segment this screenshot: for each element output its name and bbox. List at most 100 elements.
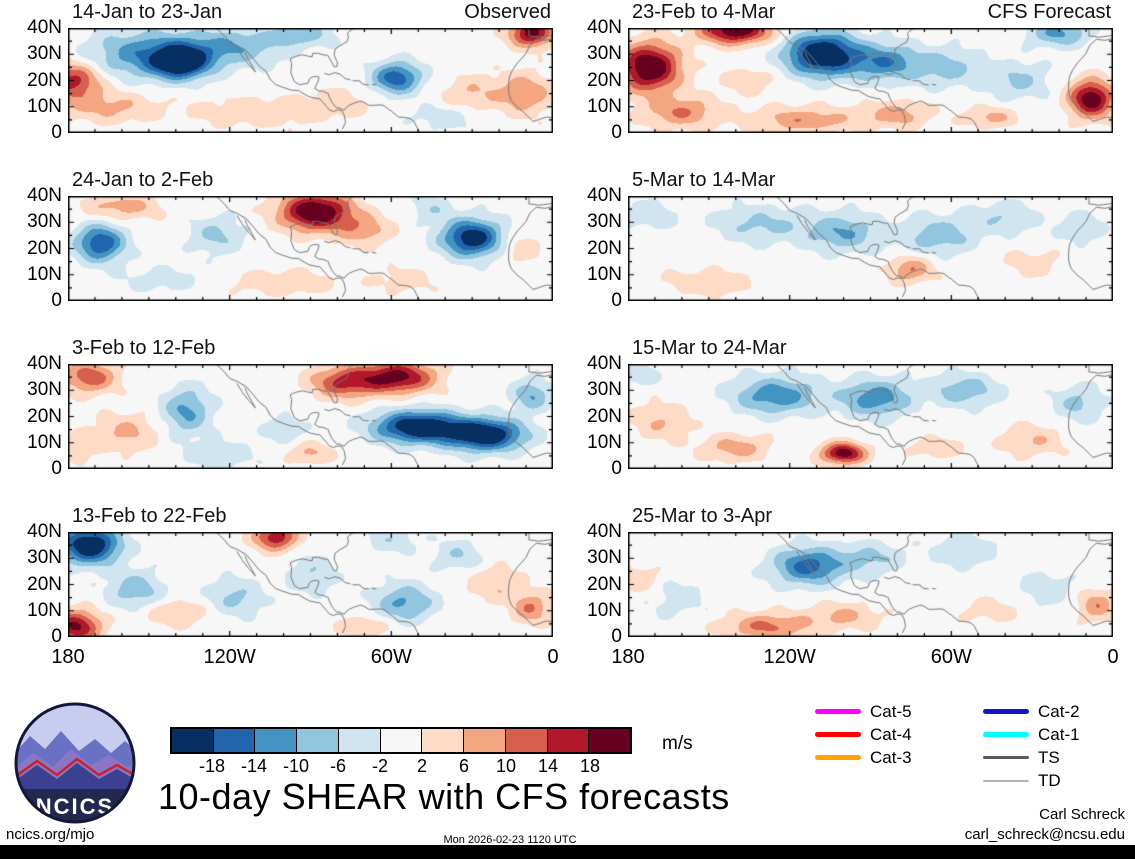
panel-header: 15-Mar to 24-Mar: [632, 337, 1111, 360]
legend-line-swatch: [815, 709, 861, 714]
timestamp: Mon 2026-02-23 1120 UTC: [443, 834, 577, 846]
legend-item: TD: [983, 769, 1080, 792]
y-axis-tick-label: 10N: [587, 599, 622, 621]
colorbar: -18 -14 -10 -6 -2 2 6 10 14 18: [170, 727, 632, 776]
colorbar-tick-label: 10: [495, 756, 517, 776]
y-axis-tick-label: 30N: [587, 43, 622, 65]
y-axis-tick-label: 10N: [587, 431, 622, 453]
y-axis-tick-label: 20N: [587, 69, 622, 91]
y-axis-tick-label: 40N: [587, 17, 622, 38]
y-axis-tick-label: 40N: [587, 353, 622, 374]
y-axis-tick-label: 10N: [27, 431, 62, 453]
map-canvas: [68, 28, 553, 133]
ncics-logo-graphic: NCICS: [14, 702, 136, 824]
legend-item: Cat-3: [815, 746, 912, 769]
x-axis-tick-label: 0: [1107, 646, 1119, 668]
y-axis-tick-label: 20N: [27, 405, 62, 427]
legend-item-label: Cat-2: [1038, 701, 1080, 721]
x-axis-tick-label: 120W: [203, 646, 256, 668]
y-axis-tick-label: 20N: [27, 69, 62, 91]
panel-corner-label: CFS Forecast: [987, 1, 1111, 23]
y-axis-tick-label: 30N: [587, 211, 622, 233]
y-axis-tick-label: 40N: [27, 521, 62, 542]
colorbar-tick-label: -2: [371, 756, 389, 776]
y-axis-tick-label: 30N: [27, 379, 62, 401]
y-axis-tick-label: 30N: [27, 547, 62, 569]
colorbar-cell: [380, 729, 423, 752]
panel-title: 25-Mar to 3-Apr: [632, 505, 773, 527]
y-axis-tick-label: 20N: [587, 573, 622, 595]
legend-line-swatch: [983, 756, 1029, 759]
colorbar-cell: [422, 729, 465, 752]
panel-header: 3-Feb to 12-Feb: [72, 337, 551, 360]
x-axis-tick-label: 180: [611, 646, 645, 668]
legend-line-swatch: [983, 779, 1029, 782]
y-axis-tick-label: 30N: [27, 211, 62, 233]
site-label: ncics.org/mjo: [6, 826, 95, 843]
colorbar-cells: [170, 727, 632, 754]
colorbar-cell: [255, 729, 298, 752]
y-axis-tick-label: 30N: [27, 43, 62, 65]
legend-item: Cat-5: [815, 700, 912, 723]
panel-title: 23-Feb to 4-Mar: [632, 1, 776, 23]
panel-title: 15-Mar to 24-Mar: [632, 337, 787, 359]
colorbar-tick-label: 14: [537, 756, 559, 776]
map-canvas: [628, 364, 1113, 469]
panel-title: 5-Mar to 14-Mar: [632, 169, 776, 191]
legend-item: TS: [983, 746, 1080, 769]
y-axis-tick-label: 10N: [27, 263, 62, 285]
map-canvas: [628, 196, 1113, 301]
y-axis-tick-label: 20N: [587, 405, 622, 427]
legend-line-swatch: [983, 709, 1029, 714]
panel-title: 14-Jan to 23-Jan: [72, 1, 223, 23]
x-axis-tick-label: 60W: [930, 646, 972, 668]
credit-name: Carl Schreck: [1039, 806, 1125, 823]
y-axis-tick-label: 20N: [27, 237, 62, 259]
colorbar-cell: [338, 729, 381, 752]
panel-title: 24-Jan to 2-Feb: [72, 169, 214, 191]
figure-title: 10-day SHEAR with CFS forecasts: [158, 776, 730, 817]
legend-item-label: TD: [1038, 770, 1061, 790]
panel-header: 13-Feb to 22-Feb: [72, 505, 551, 528]
y-axis-tick-label: 0: [611, 626, 622, 647]
colorbar-cell: [172, 729, 214, 752]
colorbar-cell: [589, 729, 631, 752]
legend-item-label: Cat-5: [870, 701, 912, 721]
y-axis-tick-label: 30N: [587, 547, 622, 569]
colorbar-cell: [213, 729, 256, 752]
colorbar-tick-label: -10: [282, 756, 310, 776]
y-axis-tick-label: 0: [51, 458, 62, 479]
colorbar-cell: [464, 729, 506, 752]
legend-item: Cat-1: [983, 723, 1080, 746]
y-axis-tick-label: 0: [51, 626, 62, 647]
y-axis-tick-label: 10N: [587, 95, 622, 117]
colorbar-tick-label: -18: [198, 756, 226, 776]
panel-corner-label: Observed: [464, 1, 551, 23]
colorbar-cell: [547, 729, 590, 752]
y-axis-tick-label: 40N: [587, 185, 622, 206]
bottom-bar: [0, 845, 1135, 859]
x-axis-tick-label: 0: [547, 646, 559, 668]
panel-header: 5-Mar to 14-Mar: [632, 169, 1111, 192]
y-axis-tick-label: 20N: [587, 237, 622, 259]
y-axis-tick-label: 40N: [27, 17, 62, 38]
y-axis-tick-label: 0: [51, 122, 62, 143]
y-axis-tick-label: 0: [611, 122, 622, 143]
colorbar-tick-label: 6: [458, 756, 470, 776]
colorbar-tick-label: -6: [329, 756, 347, 776]
map-canvas: [628, 532, 1113, 637]
panel-header: 25-Mar to 3-Apr: [632, 505, 1111, 528]
y-axis-tick-label: 10N: [27, 599, 62, 621]
colorbar-cell: [505, 729, 548, 752]
y-axis-tick-label: 40N: [587, 521, 622, 542]
colorbar-tick-label: 18: [579, 756, 601, 776]
legend-item-label: TS: [1038, 747, 1060, 767]
panel-header: 24-Jan to 2-Feb: [72, 169, 551, 192]
y-axis-tick-label: 40N: [27, 353, 62, 374]
y-axis-tick-label: 30N: [587, 379, 622, 401]
legend-line-swatch: [815, 755, 861, 760]
y-axis-tick-label: 20N: [27, 573, 62, 595]
panel-header: 23-Feb to 4-Mar CFS Forecast: [632, 1, 1111, 24]
x-axis-tick-label: 180: [51, 646, 85, 668]
legend-line-swatch: [983, 732, 1029, 737]
